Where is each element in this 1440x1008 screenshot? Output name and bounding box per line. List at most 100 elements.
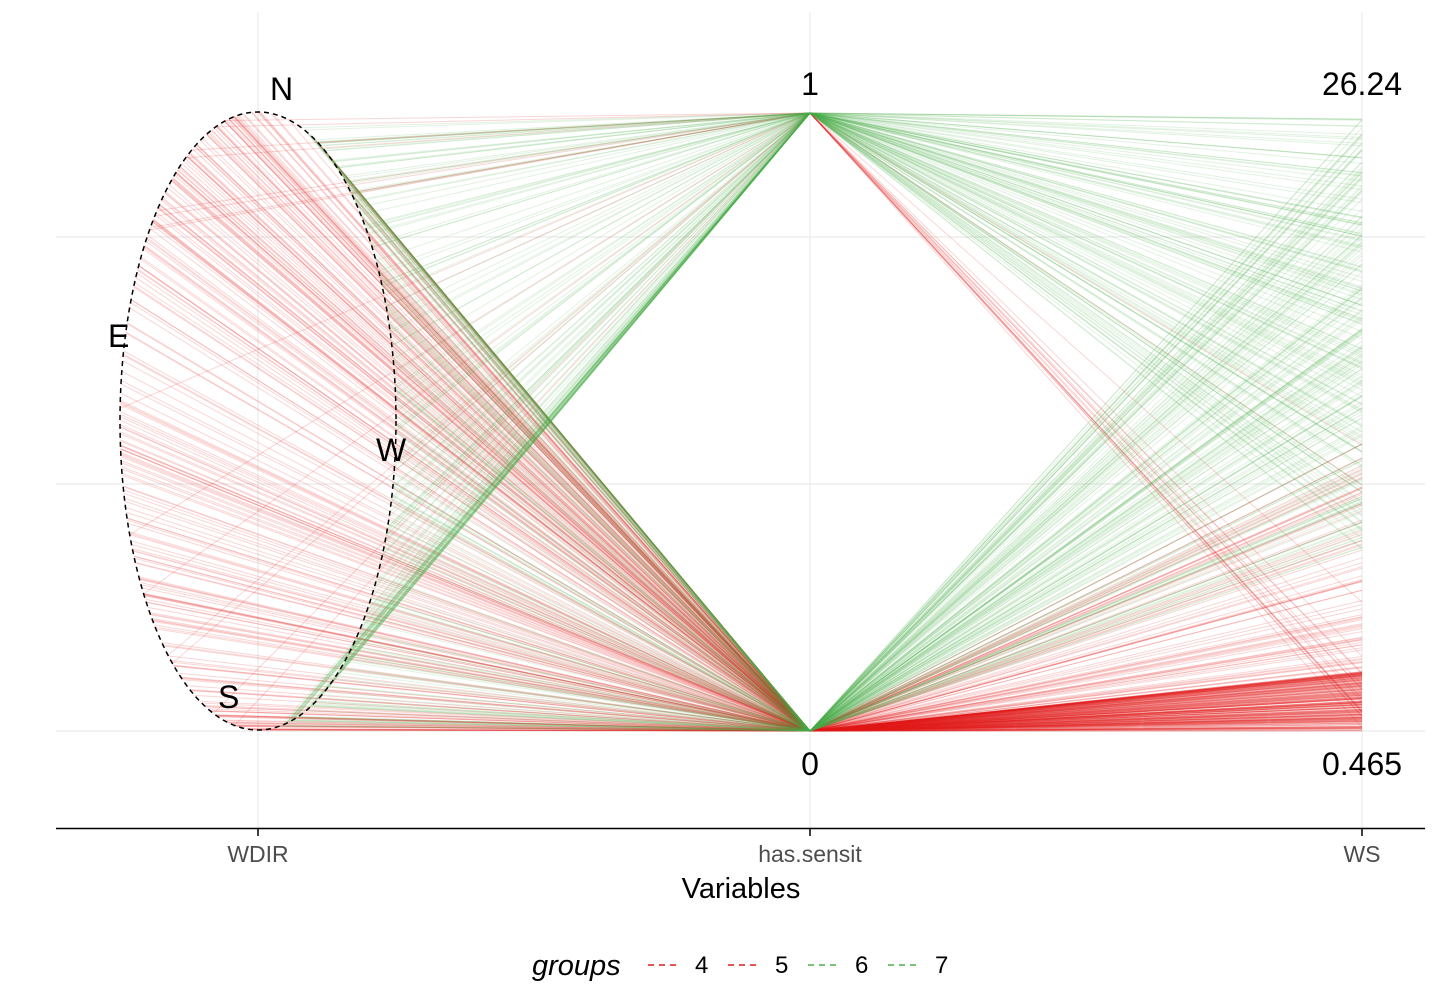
line-group-4 [150,613,1363,732]
line-group-5 [119,419,1363,732]
line-group-7 [387,112,1363,317]
line-group-7 [351,112,1363,385]
line-group-7 [340,112,1363,669]
line-group-5 [181,674,1363,732]
line-group-7 [366,361,1363,732]
line-group-5 [122,354,1363,732]
line-group-5 [119,112,1363,690]
line-group-4 [149,228,1363,732]
line-group-6 [347,297,1363,732]
line-group-5 [124,500,1363,732]
line-group-5 [143,592,1363,732]
line-group-5 [164,192,1363,732]
line-group-7 [379,112,1363,276]
line-group-4 [161,617,1363,732]
line-group-5 [122,360,1363,732]
line-group-5 [324,150,1363,732]
line-group-4 [168,655,1363,732]
line-group-6 [355,503,1363,732]
line-group-7 [367,112,1363,236]
line-group-5 [181,678,1363,732]
line-group-7 [395,328,1363,732]
line-group-4 [143,245,1363,732]
line-group-6 [362,112,1363,622]
line-group-4 [195,144,1363,732]
line-group-4 [225,112,1363,728]
line-group-5 [139,577,1363,732]
line-group-6 [294,112,1363,720]
line-group-7 [330,158,1363,732]
line-group-6 [305,112,1363,711]
line-group-7 [391,271,1363,732]
line-group-5 [179,165,1363,732]
line-group-6 [332,112,1363,539]
line-group-5 [158,206,1363,732]
line-group-4 [121,472,1363,732]
line-group-6 [381,282,1363,732]
line-group-4 [146,601,1363,732]
line-group-7 [364,112,1363,427]
line-group-6 [391,112,1363,437]
line-group-4 [132,548,1363,732]
line-group-5 [133,285,1363,732]
line-group-5 [258,111,1363,732]
line-group-5 [155,628,1363,732]
line-group-5 [120,401,1363,732]
line-group-5 [189,151,1363,732]
line-group-4 [175,171,1363,732]
line-group-5 [207,604,1363,732]
line-group-5 [120,448,1363,732]
line-group-6 [324,150,1363,732]
line-group-7 [306,296,1363,732]
line-group-4 [178,167,1363,732]
line-group-6 [392,112,1363,487]
line-group-4 [223,671,1363,732]
line-group-5 [126,323,1363,732]
line-group-6 [385,355,1363,732]
line-group-5 [119,413,1363,732]
line-group-6 [394,352,1363,732]
line-group-7 [372,161,1363,732]
line-group-4 [199,700,1363,732]
line-group-6 [365,112,1363,516]
line-group-7 [385,127,1363,732]
line-group-5 [135,277,1363,732]
line-group-6 [359,112,1363,631]
line-group-6 [385,497,1363,732]
legend-entry-4: 4 [648,952,708,979]
legend-label-4: 4 [695,952,708,979]
ws-max-label: 26.24 [1322,66,1402,102]
line-group-7 [328,184,1363,732]
line-group-7 [387,112,1363,529]
line-group-4 [119,404,1363,732]
line-group-7 [378,112,1363,570]
line-group-6 [350,112,1363,549]
line-group-4 [152,473,1363,732]
line-group-4 [171,179,1363,732]
line-group-6 [320,112,1363,325]
line-group-4 [230,721,1363,732]
line-group-4 [132,549,1363,732]
line-group-5 [234,710,1363,732]
line-group-5 [206,134,1363,732]
line-group-7 [373,234,1363,732]
line-group-4 [245,673,1363,732]
line-group-6 [344,180,1363,732]
line-group-5 [135,561,1363,732]
line-group-6 [333,112,1363,204]
x-tick-label-ws: WS [1343,841,1380,867]
line-group-4 [288,119,1363,732]
line-group-6 [319,350,1363,732]
line-group-5 [122,485,1363,732]
line-group-5 [194,146,1363,732]
line-group-6 [317,112,1363,237]
line-group-5 [231,117,1363,732]
line-group-5 [183,160,1363,732]
line-group-6 [388,112,1363,324]
line-group-6 [386,223,1363,732]
line-group-6 [341,112,1363,667]
line-group-4 [138,265,1363,732]
line-group-7 [310,112,1363,708]
line-group-6 [360,112,1363,627]
line-group-5 [152,557,1363,732]
